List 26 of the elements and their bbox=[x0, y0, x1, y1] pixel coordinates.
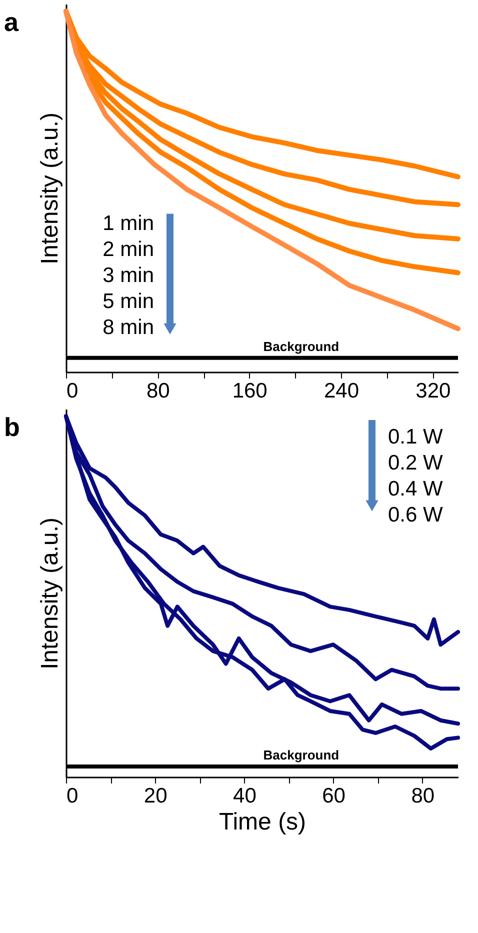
x-tick-label: 0 bbox=[66, 784, 78, 808]
x-tick-label: 60 bbox=[322, 784, 346, 808]
annotation: 8 min bbox=[102, 316, 154, 340]
ref-line-label: Background bbox=[263, 748, 340, 763]
annotation: 3 min bbox=[102, 264, 154, 288]
annotation: 2 min bbox=[102, 238, 154, 262]
annotation: 0.4 W bbox=[388, 478, 444, 501]
x-tick-label: 80 bbox=[411, 784, 435, 808]
ref-line-label: Background bbox=[263, 338, 340, 354]
x-tick-label: 40 bbox=[233, 784, 256, 808]
x-axis-title: Time (s) bbox=[218, 808, 306, 836]
x-tick-label: 20 bbox=[144, 784, 168, 808]
y-axis-title: Intensity (a.u.) bbox=[36, 112, 64, 265]
chart-title: b bbox=[4, 412, 20, 442]
annotation: 1 min bbox=[102, 212, 154, 236]
x-tick-label: 320 bbox=[416, 380, 451, 402]
x-tick-label: 240 bbox=[324, 380, 360, 402]
annotation: 5 min bbox=[102, 290, 154, 314]
annotation: 0.6 W bbox=[388, 504, 444, 527]
chart-title: a bbox=[4, 7, 19, 37]
y-axis-title: Intensity (a.u.) bbox=[36, 517, 64, 670]
x-tick-label: 0 bbox=[66, 380, 78, 402]
annotation: 0.2 W bbox=[388, 452, 444, 475]
annotation: 0.1 W bbox=[388, 426, 444, 449]
x-tick-label: 160 bbox=[232, 380, 268, 402]
x-tick-label: 80 bbox=[146, 380, 170, 402]
